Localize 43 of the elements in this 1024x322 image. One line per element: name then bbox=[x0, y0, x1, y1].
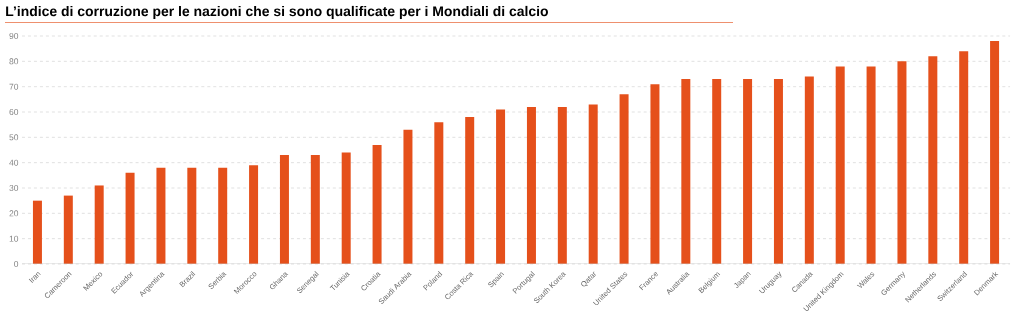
bar bbox=[588, 104, 598, 264]
bar bbox=[125, 172, 135, 264]
bar bbox=[187, 167, 197, 264]
bar bbox=[804, 76, 814, 264]
bar bbox=[835, 66, 845, 264]
bar bbox=[526, 106, 536, 264]
bar bbox=[32, 200, 42, 264]
bar bbox=[279, 155, 289, 264]
bar bbox=[557, 106, 567, 264]
bar bbox=[990, 41, 1000, 264]
y-tick-label: 70 bbox=[9, 83, 19, 90]
y-tick-label: 60 bbox=[9, 109, 19, 115]
bar bbox=[156, 167, 166, 264]
bar bbox=[743, 79, 753, 264]
bar bbox=[712, 79, 722, 264]
bar bbox=[218, 167, 228, 264]
bar bbox=[372, 144, 382, 264]
y-tick-label: 20 bbox=[9, 210, 19, 217]
bar bbox=[619, 94, 629, 264]
bar bbox=[341, 152, 351, 264]
bar bbox=[310, 155, 320, 264]
bar bbox=[773, 79, 783, 264]
bar bbox=[897, 61, 907, 264]
y-tick-label: 40 bbox=[9, 159, 19, 166]
bar bbox=[681, 79, 691, 264]
bar bbox=[959, 51, 969, 264]
bar bbox=[650, 84, 660, 264]
bar bbox=[465, 117, 475, 264]
bar bbox=[928, 56, 938, 264]
bar bbox=[63, 195, 73, 264]
bar bbox=[403, 129, 413, 264]
y-tick-label: 80 bbox=[9, 58, 19, 65]
y-tick-label: 30 bbox=[9, 185, 19, 191]
bar bbox=[496, 109, 506, 264]
bar bbox=[866, 66, 876, 264]
y-tick-label: 50 bbox=[9, 134, 19, 141]
y-tick-label: 90 bbox=[9, 33, 19, 39]
chart-title: L’indice di corruzione per le nazioni che si sono qualificate per i Mondiali di calcio bbox=[6, 5, 548, 19]
y-tick-label: 0 bbox=[14, 261, 19, 267]
bar bbox=[249, 165, 259, 264]
y-tick-label: 10 bbox=[9, 235, 19, 242]
bar bbox=[434, 122, 444, 264]
bar bbox=[94, 185, 104, 264]
